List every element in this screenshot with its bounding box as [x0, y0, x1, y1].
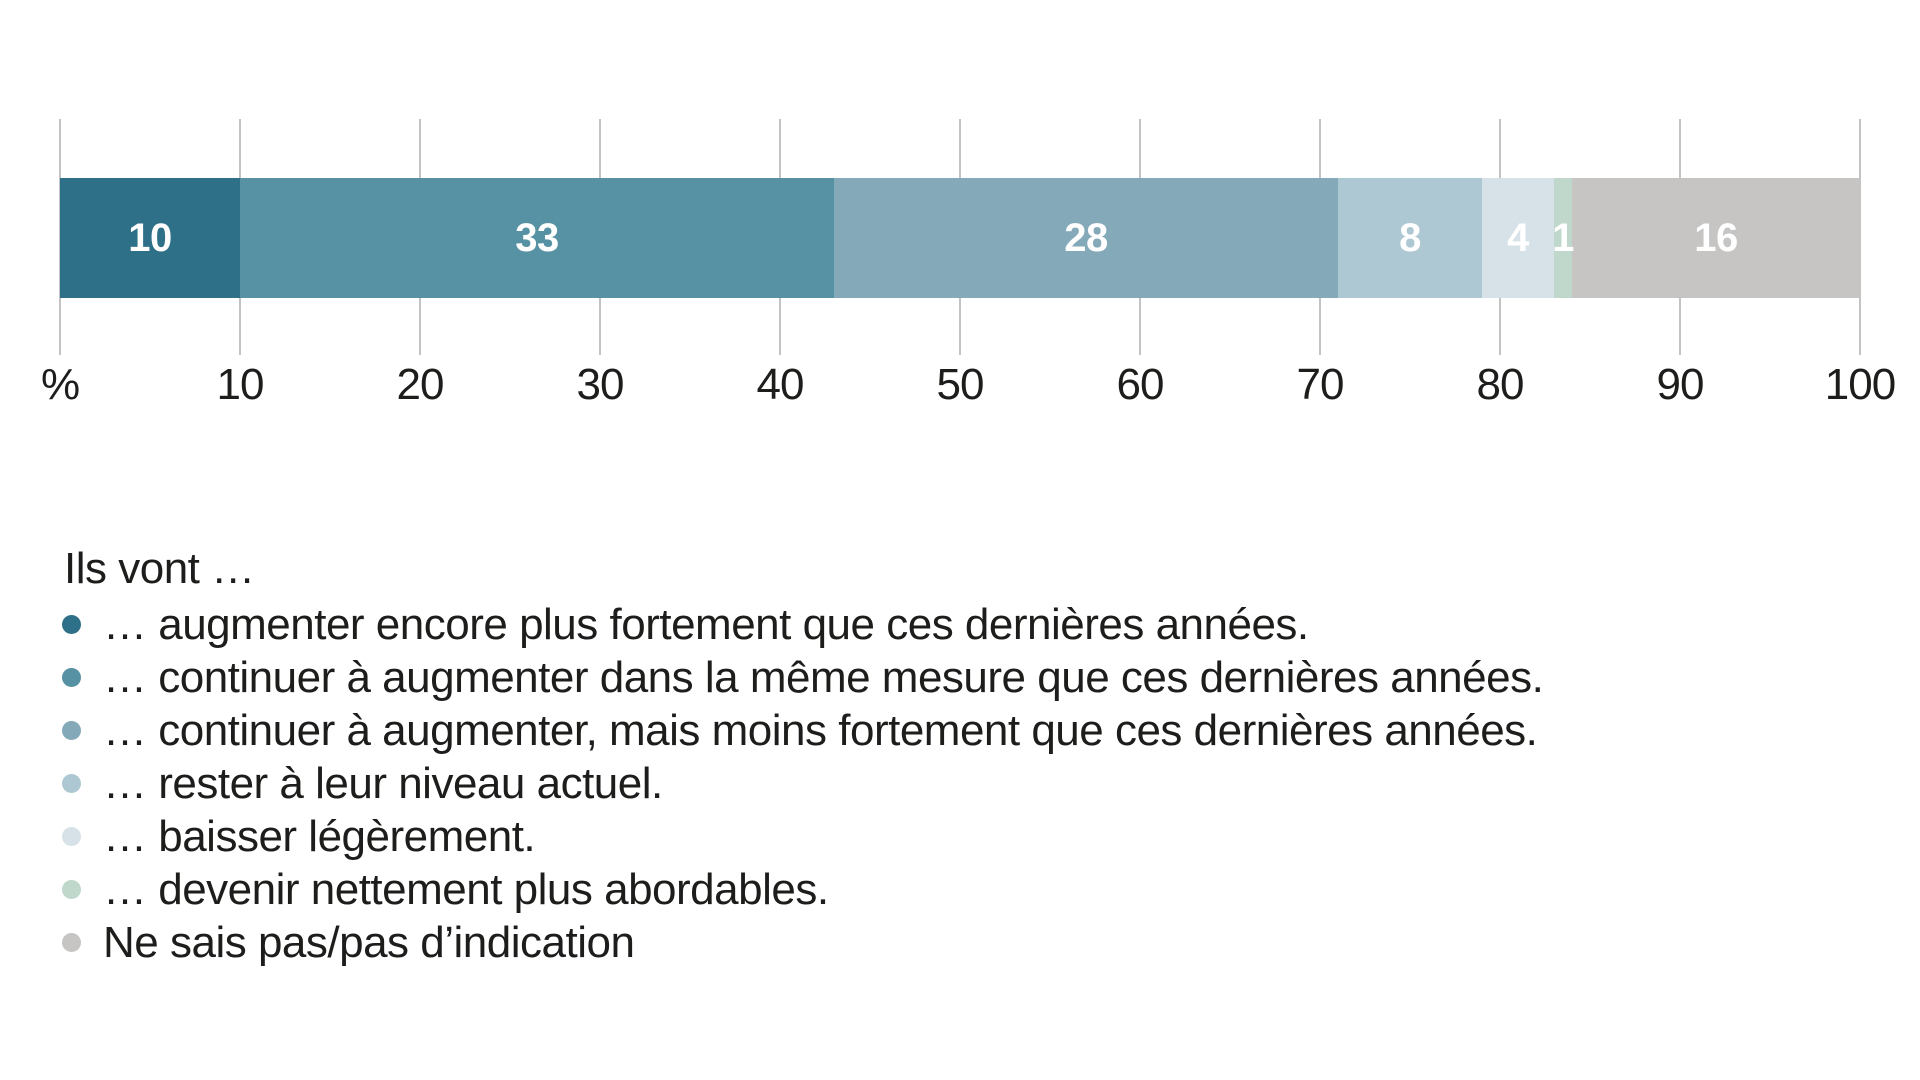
axis-tick-label: 60 [1116, 360, 1165, 409]
legend-label: … continuer à augmenter dans la même mes… [103, 652, 1544, 702]
legend-item: … continuer à augmenter, mais moins fort… [60, 704, 1543, 757]
bar-value-label: 8 [1399, 215, 1421, 260]
legend-item: … baisser légèrement. [60, 810, 1543, 863]
legend-label: … continuer à augmenter, mais moins fort… [103, 705, 1538, 755]
bar-segment: 28 [834, 178, 1338, 298]
legend-label: … augmenter encore plus fortement que ce… [103, 599, 1309, 649]
axis-tick-label: 70 [1296, 360, 1345, 409]
axis-tick-label: 90 [1656, 360, 1705, 409]
axis-tick-label: 80 [1476, 360, 1525, 409]
legend-bullet-icon [62, 721, 81, 740]
axis-tick-label: % [40, 360, 80, 409]
bar-value-label: 33 [515, 215, 559, 260]
legend-bullet-icon [62, 774, 81, 793]
bar-value-label: 10 [128, 215, 172, 260]
bar-segment: 4 [1482, 178, 1554, 298]
legend-items: … augmenter encore plus fortement que ce… [60, 598, 1544, 969]
legend-bullet-icon [62, 668, 81, 687]
legend-item: Ne sais pas/pas d’indication [60, 916, 1543, 969]
axis-tick-label: 100 [1824, 360, 1896, 409]
plot-area: 10 33 28 8 4 1 16 % 10 20 30 40 50 60 70 80 90 100 [0, 0, 1920, 440]
legend-label: … rester à leur niveau actuel. [103, 758, 663, 808]
legend-item: … continuer à augmenter dans la même mes… [60, 651, 1544, 704]
bar-value-label: 28 [1064, 215, 1108, 260]
legend-bullet-icon [62, 933, 81, 952]
legend-item: … augmenter encore plus fortement que ce… [60, 598, 1543, 651]
axis-tick-label: 30 [576, 360, 625, 409]
stacked-bar: 10 33 28 8 4 1 16 [60, 178, 1860, 298]
legend-label: … baisser légèrement. [103, 811, 536, 861]
bar-value-label: 16 [1694, 215, 1738, 260]
bar-value-label: 4 [1507, 215, 1529, 260]
axis-tick-line [1859, 119, 1861, 355]
legend-bullet-icon [62, 827, 81, 846]
legend-bullet-icon [62, 880, 81, 899]
legend-item: … devenir nettement plus abordables. [60, 863, 1543, 916]
bar-segment: 8 [1338, 178, 1482, 298]
bar-segment: 16 [1572, 178, 1860, 298]
bar-segment: 10 [60, 178, 240, 298]
axis-tick-label: 40 [756, 360, 805, 409]
axis-tick-label: 10 [216, 360, 265, 409]
bar-value-label: 1 [1552, 215, 1574, 260]
bar-segment: 1 [1552, 178, 1574, 298]
legend-label: Ne sais pas/pas d’indication [103, 917, 635, 967]
axis-tick-label: 20 [396, 360, 445, 409]
legend-title: Ils vont … [64, 544, 255, 593]
legend-label: … devenir nettement plus abordables. [103, 864, 829, 914]
bar-segment: 33 [240, 178, 834, 298]
axis-tick-label: 50 [936, 360, 985, 409]
legend-bullet-icon [62, 615, 81, 634]
legend-item: … rester à leur niveau actuel. [60, 757, 1543, 810]
legend: Ils vont … … augmenter encore plus forte… [60, 540, 1544, 969]
